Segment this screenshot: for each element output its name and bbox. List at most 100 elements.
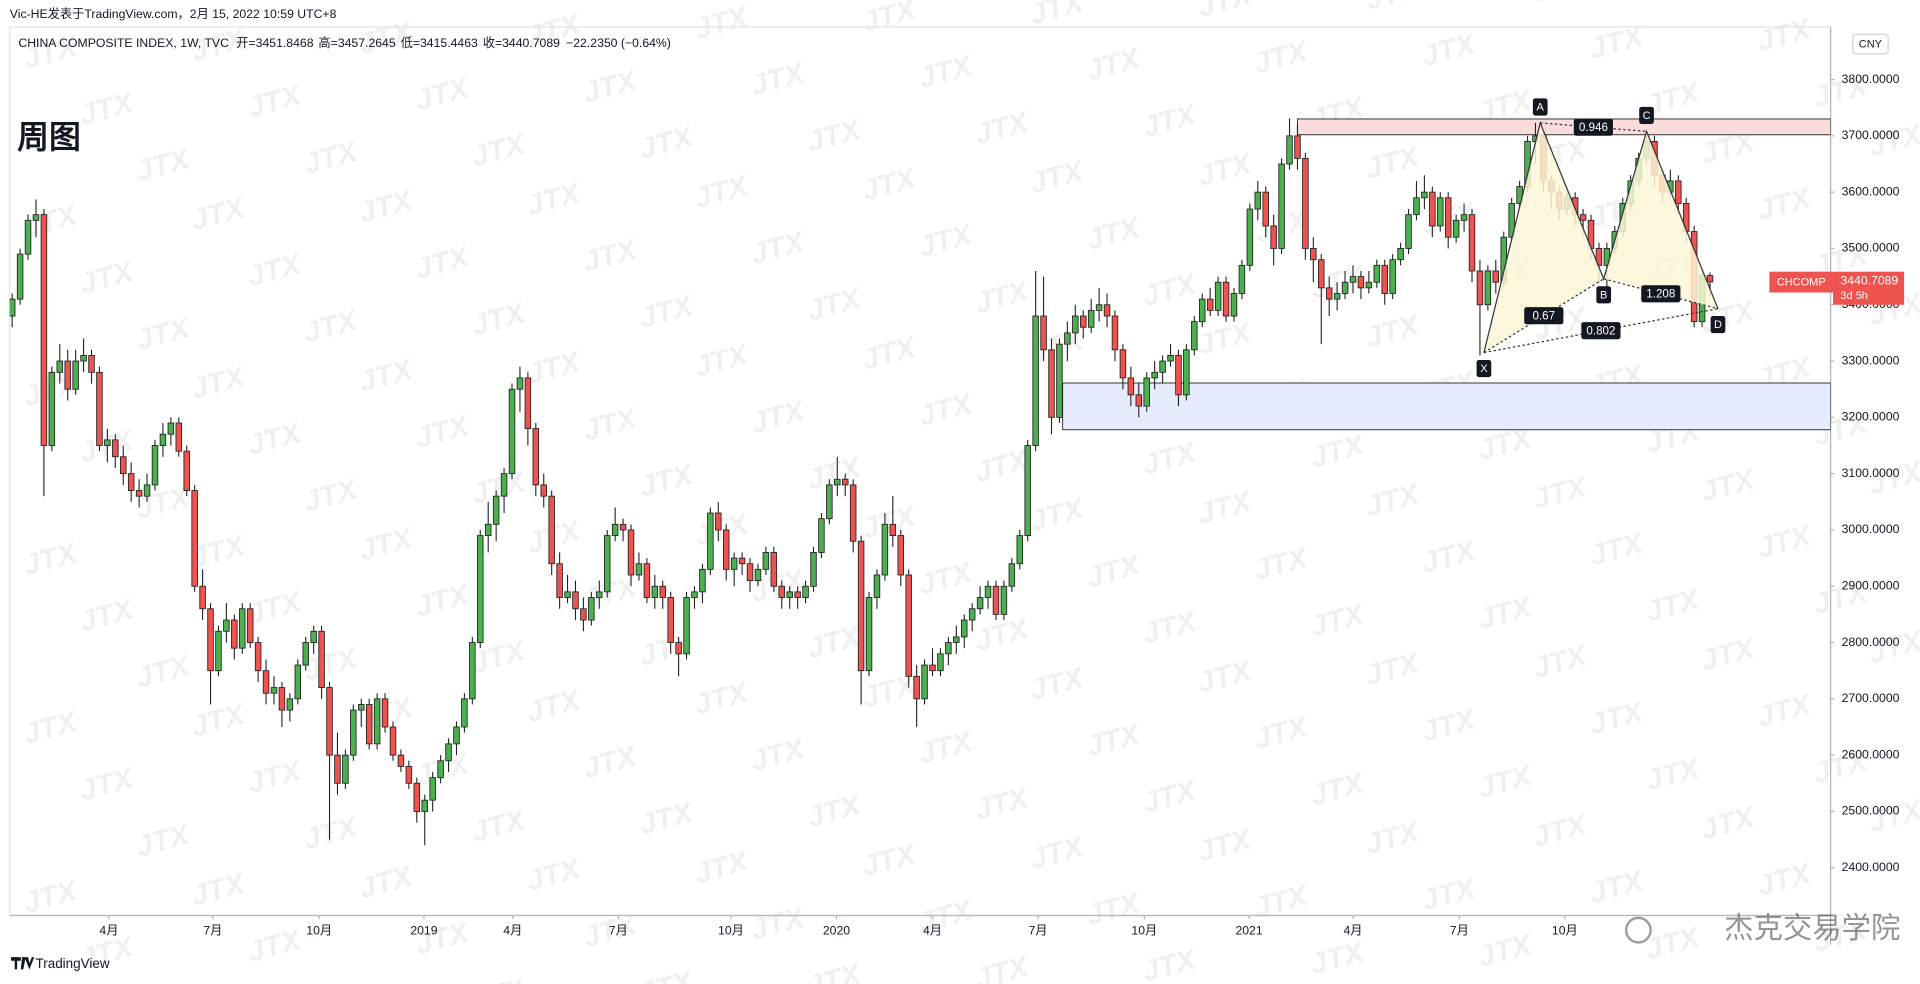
candle-body: [199, 585, 206, 610]
candle-body: [659, 585, 666, 598]
candle-body: [1143, 377, 1150, 407]
watermark: JTX: [579, 401, 642, 447]
candle-body: [310, 630, 317, 643]
watermark: JTX: [1194, 315, 1257, 361]
watermark: JTX: [132, 142, 195, 188]
candle-body: [421, 799, 428, 812]
currency[interactable]: CNY: [1859, 39, 1883, 51]
zones: [1062, 118, 1831, 431]
price-zone: [1296, 118, 1831, 136]
pattern-point-label: A: [1537, 102, 1545, 114]
candle-body: [572, 591, 579, 610]
footer-watermark: 杰克交易学院: [1724, 912, 1900, 945]
candles: [9, 118, 1714, 846]
candle-body: [318, 630, 325, 689]
symbol: CHINA COMPOSITE INDEX, 1W, TVC: [18, 36, 229, 50]
candle-body: [223, 619, 230, 632]
candle-body: [350, 709, 357, 756]
candle-body: [722, 529, 730, 570]
candle-body: [175, 422, 183, 452]
pattern-point: [1710, 316, 1726, 334]
logo: TradingView: [11, 956, 110, 971]
candle-body: [968, 608, 976, 621]
watermark: JTX: [1083, 717, 1146, 763]
watermark: JTX: [1754, 856, 1817, 902]
candle-body: [905, 574, 912, 677]
candle-body: [191, 490, 198, 587]
watermark: JTX: [1362, 0, 1425, 17]
watermark: JTX: [636, 795, 699, 841]
logo-icon: [11, 957, 35, 970]
candle-body: [1595, 248, 1603, 266]
candle-body: [492, 495, 500, 525]
pattern-point-label: C: [1643, 110, 1651, 122]
candle-body: [1270, 225, 1277, 249]
candle-body: [834, 478, 841, 486]
ohlc-value: 3457.2645: [338, 36, 396, 50]
watermark: JTX: [859, 161, 922, 207]
candle-body: [730, 557, 738, 570]
candle-body: [849, 484, 857, 542]
candle-body: [976, 597, 984, 610]
candle-body: [1127, 377, 1135, 396]
y-tick-label: 2500.0000: [1842, 804, 1900, 818]
watermark: JTX: [1194, 484, 1257, 530]
candle-body: [16, 253, 24, 300]
pattern-leg: [1483, 122, 1604, 353]
ratio-label: 0.67: [1532, 309, 1555, 322]
last-price-box: [1833, 271, 1905, 305]
y-tick-label: 2800.0000: [1842, 635, 1900, 649]
x-tick-label: 4月: [923, 924, 942, 938]
watermark: JTX: [971, 274, 1034, 320]
candle-body: [1040, 315, 1047, 351]
candle-body: [1333, 293, 1341, 300]
watermark: JTX: [355, 521, 418, 567]
watermark: JTX: [1530, 639, 1593, 685]
watermark: JTX: [300, 472, 363, 518]
watermark: JTX: [1139, 266, 1202, 312]
watermark: JTX: [1586, 695, 1649, 741]
candle-body: [619, 523, 627, 531]
watermark: JTX: [579, 232, 642, 278]
candle-body: [873, 574, 881, 598]
pattern-point: [1476, 359, 1492, 378]
price-zone: [1062, 382, 1831, 431]
candle-body: [1429, 191, 1436, 227]
candle-body: [1056, 343, 1063, 418]
x-tick-label: 7月: [1028, 924, 1047, 938]
candle-body: [413, 782, 421, 812]
candle-body: [1706, 275, 1714, 283]
watermark: JTX: [1083, 210, 1146, 256]
candle-body: [64, 360, 71, 390]
candle-body: [1119, 349, 1127, 379]
candle-body: [929, 664, 936, 672]
watermark: JTX: [803, 788, 866, 834]
candle-body: [770, 552, 778, 587]
ratio-label: 1.208: [1646, 287, 1675, 300]
candle-body: [334, 754, 341, 784]
candle-body: [953, 636, 960, 643]
watermark: JTX: [20, 874, 83, 920]
candle-body: [1238, 264, 1246, 294]
watermark: JTX: [691, 675, 754, 721]
watermark: JTX: [132, 817, 195, 863]
y-tick-label: 2400.0000: [1842, 860, 1900, 874]
candle-body: [675, 642, 682, 655]
currency-box[interactable]: [1852, 33, 1889, 55]
candle-body: [254, 642, 262, 672]
candle-body: [1135, 394, 1143, 407]
candle-body: [397, 754, 405, 767]
y-tick-label: 2600.0000: [1842, 747, 1900, 761]
watermark: JTX: [1754, 181, 1817, 227]
candle-body: [120, 456, 127, 475]
watermark: JTX: [691, 844, 754, 890]
candle-body: [897, 535, 905, 576]
watermark: JTX: [412, 408, 475, 454]
watermark: JTX: [1697, 800, 1760, 846]
candle-body: [405, 765, 413, 784]
ohlc-label: 收=: [483, 36, 502, 50]
candle-body: [135, 490, 143, 497]
candle-body: [1492, 270, 1500, 283]
